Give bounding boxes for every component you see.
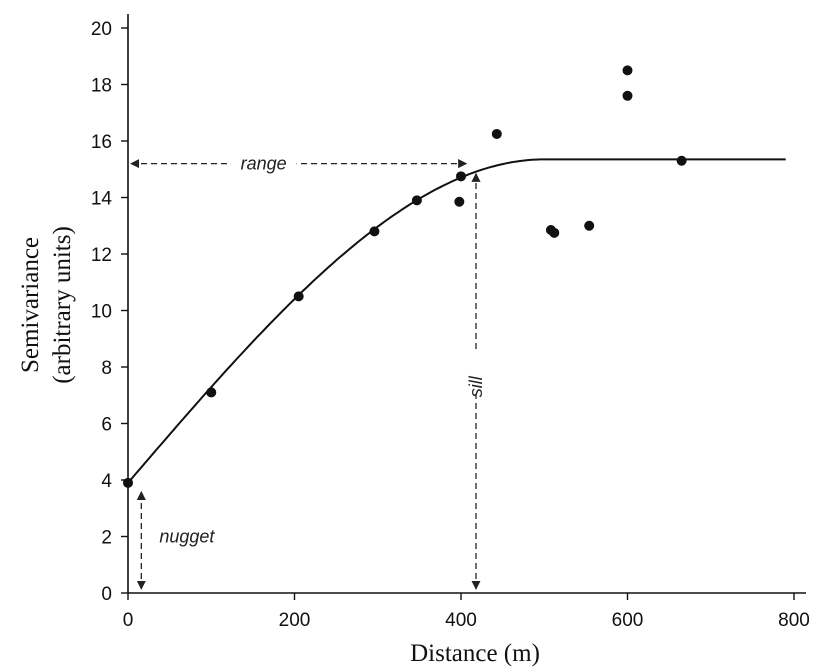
x-tick-label: 800: [778, 610, 810, 631]
x-tick-label: 600: [612, 610, 644, 631]
data-point: [622, 65, 633, 76]
x-axis-title: Distance (m): [410, 640, 540, 667]
y-tick-label: 14: [91, 189, 113, 210]
y-tick-label: 0: [101, 584, 112, 605]
range-label-bg: [230, 151, 297, 176]
y-tick-label: 20: [91, 19, 112, 40]
annotation-layer: [130, 151, 486, 590]
model-curve: [127, 158, 786, 484]
y-tick-label: 6: [101, 415, 112, 436]
sill-label: sill: [466, 375, 486, 397]
y-tick-label: 16: [91, 132, 112, 153]
data-point: [206, 387, 217, 398]
y-tick-label: 12: [91, 245, 112, 266]
data-point: [584, 220, 595, 231]
range-label: range: [241, 154, 287, 174]
y-tick-label: 18: [91, 76, 112, 97]
y-tick-label: 2: [101, 528, 112, 549]
data-point: [411, 195, 422, 206]
model-curve-layer: [127, 158, 786, 484]
data-point: [123, 477, 133, 488]
x-tick-label: 400: [445, 610, 477, 631]
nugget-label: nugget: [159, 527, 215, 547]
data-point: [456, 171, 466, 182]
y-axis-title-line2: (arbitrary units): [49, 226, 76, 384]
data-point: [622, 90, 633, 101]
y-tick-label: 8: [101, 358, 112, 379]
data-point: [454, 196, 465, 207]
data-point: [676, 155, 687, 166]
data-point: [491, 128, 502, 139]
y-tick-label: 4: [101, 471, 112, 492]
data-point: [293, 291, 304, 302]
data-point: [369, 226, 380, 237]
data-point: [549, 227, 560, 238]
x-tick-label: 0: [123, 610, 134, 631]
data-points: [123, 65, 687, 488]
sill-label-bg: [465, 350, 486, 395]
x-tick-label: 200: [279, 610, 311, 631]
y-tick-label: 10: [91, 302, 112, 323]
y-axis-title-line1: Semivariance: [17, 237, 44, 373]
